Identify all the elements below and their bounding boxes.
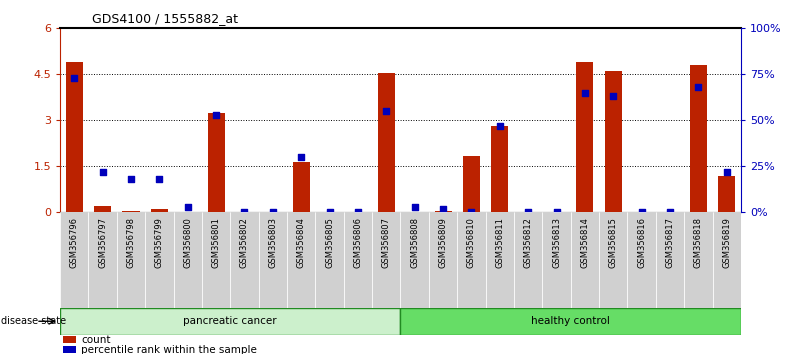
Text: GSM356811: GSM356811 (495, 217, 505, 268)
Bar (88, 212, 117, 308)
Bar (570, 212, 599, 308)
Point (465, 210, 478, 215)
Point (295, 154, 308, 160)
Text: GSM356798: GSM356798 (127, 217, 135, 268)
Bar (718, 176, 735, 212)
Text: GSM356812: GSM356812 (524, 217, 533, 268)
Bar (316, 212, 344, 308)
Text: GSM356815: GSM356815 (609, 217, 618, 268)
Text: GSM356804: GSM356804 (296, 217, 306, 268)
Point (181, 204, 194, 210)
Text: pancreatic cancer: pancreatic cancer (183, 316, 277, 326)
Bar (684, 212, 713, 308)
Point (409, 204, 421, 210)
Text: GSM356808: GSM356808 (410, 217, 419, 268)
Text: disease state: disease state (1, 316, 66, 326)
Bar (63, 336, 76, 343)
Point (720, 169, 733, 175)
Bar (627, 212, 656, 308)
Bar (514, 212, 542, 308)
Bar (207, 113, 224, 212)
Point (607, 93, 620, 99)
Text: GSM356817: GSM356817 (666, 217, 674, 268)
Point (635, 210, 648, 215)
Text: GSM356800: GSM356800 (183, 217, 192, 268)
Bar (66, 62, 83, 212)
Point (692, 84, 705, 90)
Text: GSM356805: GSM356805 (325, 217, 334, 268)
Point (153, 176, 166, 182)
Point (380, 108, 392, 114)
Text: healthy control: healthy control (531, 316, 610, 326)
Bar (60, 212, 88, 308)
Bar (63, 346, 76, 353)
Point (267, 210, 280, 215)
Point (663, 210, 676, 215)
Bar (145, 212, 174, 308)
Text: GDS4100 / 1555882_at: GDS4100 / 1555882_at (92, 12, 238, 25)
Bar (605, 71, 622, 212)
Point (493, 123, 506, 129)
Text: GSM356816: GSM356816 (637, 217, 646, 268)
Bar (174, 212, 202, 308)
Bar (117, 212, 145, 308)
Text: GSM356802: GSM356802 (240, 217, 249, 268)
Text: count: count (81, 335, 111, 345)
Bar (434, 211, 452, 212)
Point (437, 206, 449, 212)
Bar (287, 212, 316, 308)
Bar (713, 212, 741, 308)
Bar (457, 212, 485, 308)
Text: GSM356814: GSM356814 (581, 217, 590, 268)
Text: GSM356803: GSM356803 (268, 217, 277, 268)
Bar (577, 62, 594, 212)
Point (550, 210, 563, 215)
Bar (60, 308, 400, 335)
Text: GSM356801: GSM356801 (211, 217, 220, 268)
Bar (292, 162, 310, 212)
Bar (599, 212, 627, 308)
Text: GSM356813: GSM356813 (552, 217, 561, 268)
Point (125, 176, 138, 182)
Bar (231, 212, 259, 308)
Text: percentile rank within the sample: percentile rank within the sample (81, 344, 257, 354)
Text: GSM356818: GSM356818 (694, 217, 702, 268)
Bar (690, 65, 706, 212)
Bar (123, 211, 139, 212)
Point (578, 90, 591, 96)
Text: GSM356807: GSM356807 (382, 217, 391, 268)
Bar (259, 212, 287, 308)
Bar (491, 126, 509, 212)
Text: GSM356799: GSM356799 (155, 217, 164, 268)
Point (323, 210, 336, 215)
Bar (429, 212, 457, 308)
Bar (378, 73, 395, 212)
Bar (372, 212, 400, 308)
Text: GSM356797: GSM356797 (99, 217, 107, 268)
Point (352, 210, 364, 215)
Point (68, 75, 81, 81)
Point (210, 112, 223, 118)
Bar (400, 212, 429, 308)
Text: GSM356809: GSM356809 (439, 217, 448, 268)
Bar (344, 212, 372, 308)
Bar (542, 212, 570, 308)
Text: GSM356806: GSM356806 (353, 217, 362, 268)
Bar (400, 308, 741, 335)
Text: GSM356796: GSM356796 (70, 217, 78, 268)
Point (96, 169, 109, 175)
Bar (151, 209, 168, 212)
Bar (463, 156, 480, 212)
Text: GSM356810: GSM356810 (467, 217, 476, 268)
Bar (202, 212, 231, 308)
Point (521, 210, 534, 215)
Text: GSM356819: GSM356819 (723, 217, 731, 268)
Point (238, 210, 251, 215)
Bar (656, 212, 684, 308)
Bar (485, 212, 514, 308)
Bar (95, 206, 111, 212)
